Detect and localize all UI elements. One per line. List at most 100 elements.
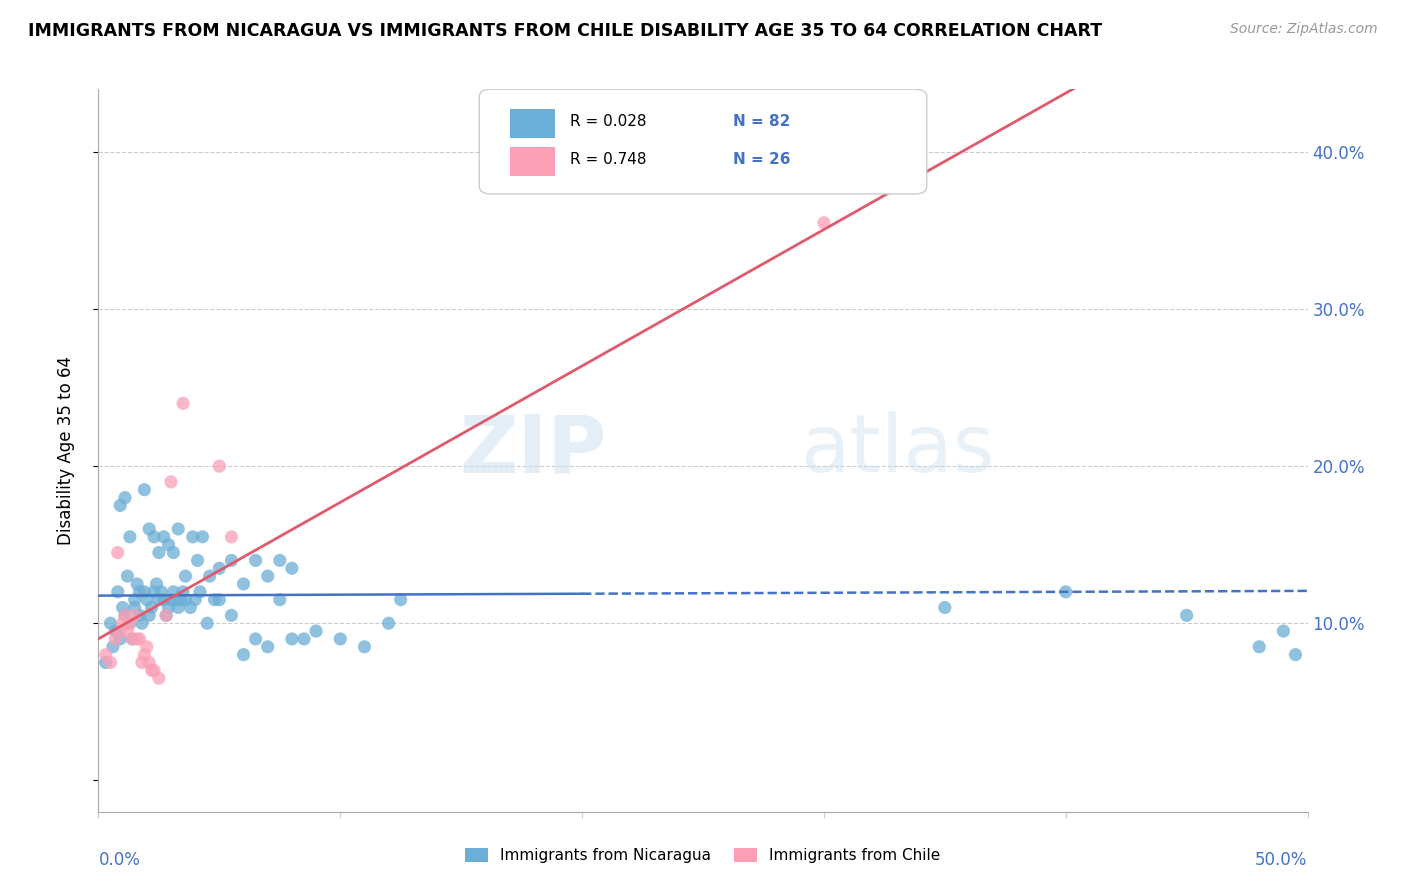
Point (100, 656, 122, 670)
Point (157, 538, 180, 552)
Text: ZIP: ZIP (458, 411, 606, 490)
Point (195, 616, 218, 631)
Point (108, 632, 131, 646)
Point (134, 584, 156, 599)
Point (232, 648, 254, 662)
Point (131, 616, 153, 631)
Point (127, 632, 149, 646)
Point (292, 632, 315, 646)
Point (165, 592, 187, 607)
Text: N = 82: N = 82 (734, 114, 790, 129)
Point (377, 616, 399, 631)
Point (188, 584, 211, 599)
Text: 0.0%: 0.0% (98, 851, 141, 869)
Point (162, 545, 184, 559)
Point (118, 530, 141, 544)
Point (134, 648, 156, 662)
Point (145, 577, 167, 591)
Point (138, 608, 160, 623)
Point (114, 491, 136, 505)
Point (281, 632, 304, 646)
Point (100, 616, 122, 631)
Point (934, 600, 956, 615)
Point (181, 530, 204, 544)
Text: N = 26: N = 26 (734, 152, 790, 167)
FancyBboxPatch shape (509, 147, 555, 176)
Point (179, 600, 201, 615)
Point (221, 553, 243, 567)
Point (121, 632, 143, 646)
Point (108, 499, 131, 513)
Point (134, 483, 156, 497)
Point (104, 624, 127, 639)
Point (232, 577, 254, 591)
Point (148, 592, 170, 607)
Point (1284, 648, 1306, 662)
Point (198, 569, 221, 583)
Point (160, 592, 183, 607)
Point (138, 656, 160, 670)
Point (121, 632, 143, 646)
Point (157, 600, 180, 615)
Point (191, 530, 214, 544)
Point (117, 624, 139, 639)
Point (108, 624, 131, 639)
Point (184, 592, 207, 607)
Point (148, 671, 170, 685)
Point (124, 592, 146, 607)
Text: IMMIGRANTS FROM NICARAGUA VS IMMIGRANTS FROM CHILE DISABILITY AGE 35 TO 64 CORRE: IMMIGRANTS FROM NICARAGUA VS IMMIGRANTS … (28, 22, 1102, 40)
Point (167, 600, 190, 615)
FancyBboxPatch shape (509, 109, 555, 137)
Point (124, 600, 146, 615)
Point (221, 530, 243, 544)
Text: R = 0.028: R = 0.028 (569, 114, 647, 129)
Point (114, 608, 136, 623)
Point (269, 553, 291, 567)
Point (172, 584, 194, 599)
Point (281, 561, 304, 575)
Point (169, 592, 191, 607)
Point (135, 640, 157, 654)
Point (208, 592, 231, 607)
Legend: Immigrants from Nicaragua, Immigrants from Chile: Immigrants from Nicaragua, Immigrants fr… (460, 842, 946, 869)
Text: Source: ZipAtlas.com: Source: ZipAtlas.com (1230, 22, 1378, 37)
Point (141, 600, 163, 615)
Point (1054, 584, 1077, 599)
Point (245, 553, 267, 567)
Point (128, 632, 150, 646)
Point (1249, 640, 1271, 654)
Point (152, 530, 174, 544)
Point (1175, 608, 1198, 623)
Point (269, 592, 291, 607)
Point (305, 624, 328, 639)
Point (104, 632, 127, 646)
Point (155, 608, 177, 623)
Point (162, 584, 184, 599)
Point (208, 459, 231, 474)
Point (152, 592, 174, 607)
Text: R = 0.748: R = 0.748 (569, 152, 647, 167)
Point (150, 584, 173, 599)
Point (131, 656, 153, 670)
Point (124, 608, 146, 623)
Point (128, 584, 150, 599)
Point (813, 216, 835, 230)
Point (221, 608, 243, 623)
Point (128, 608, 150, 623)
Point (135, 592, 157, 607)
Point (118, 616, 141, 631)
Point (117, 569, 139, 583)
Point (167, 522, 190, 536)
Point (329, 632, 352, 646)
Text: atlas: atlas (800, 411, 994, 490)
Point (245, 632, 267, 646)
Point (143, 530, 166, 544)
Text: 50.0%: 50.0% (1256, 851, 1308, 869)
Point (172, 396, 194, 410)
Point (101, 640, 124, 654)
Point (94, 656, 117, 670)
Point (111, 616, 134, 631)
FancyBboxPatch shape (479, 89, 927, 194)
Point (148, 545, 170, 559)
Point (256, 640, 278, 654)
